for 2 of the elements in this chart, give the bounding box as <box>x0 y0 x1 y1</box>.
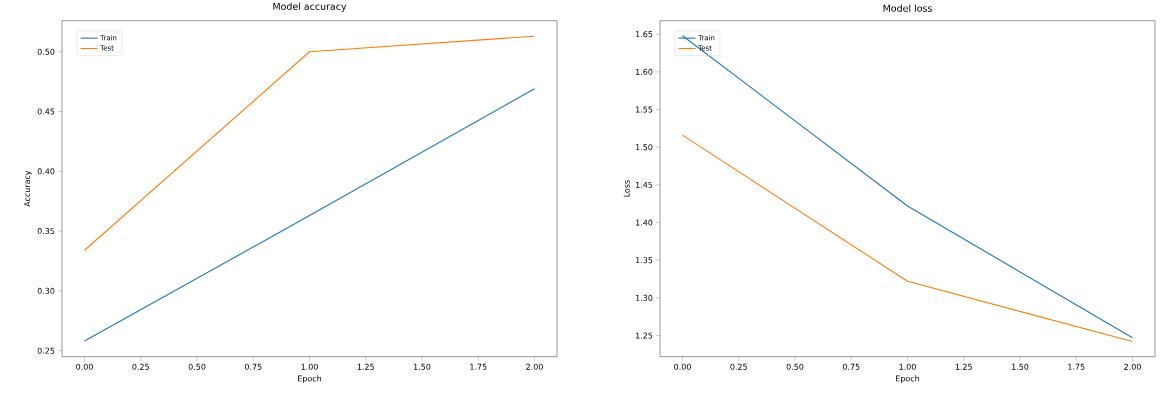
chart-title: Model loss <box>883 4 932 12</box>
chart-title: Model accuracy <box>273 2 347 12</box>
